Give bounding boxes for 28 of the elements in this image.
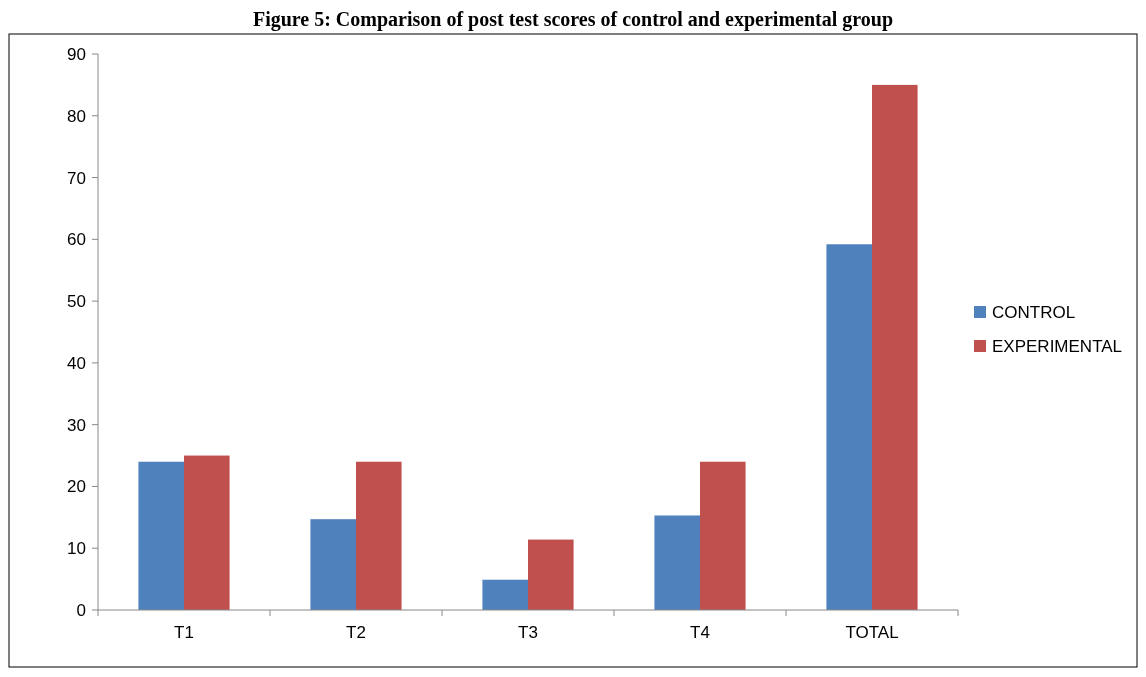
bar bbox=[528, 539, 574, 610]
y-tick-label: 10 bbox=[67, 539, 86, 559]
bar bbox=[654, 515, 700, 610]
legend-label: CONTROL bbox=[992, 302, 1076, 322]
bar bbox=[356, 461, 402, 610]
bar bbox=[138, 461, 184, 610]
bar bbox=[310, 519, 356, 610]
bar bbox=[184, 455, 230, 610]
legend-label: EXPERIMENTAL bbox=[992, 336, 1123, 356]
bar bbox=[826, 244, 872, 610]
x-tick-label: T4 bbox=[690, 623, 710, 642]
y-tick-label: 0 bbox=[76, 600, 86, 620]
y-tick-label: 60 bbox=[67, 230, 86, 250]
x-tick-label: T2 bbox=[346, 623, 366, 642]
y-tick-label: 90 bbox=[67, 44, 86, 64]
x-tick-label: TOTAL bbox=[845, 623, 899, 642]
y-tick-label: 50 bbox=[67, 292, 86, 312]
bar bbox=[482, 579, 528, 610]
y-tick-label: 20 bbox=[67, 477, 86, 497]
chart-title: Figure 5: Comparison of post test scores of control and experimental group bbox=[252, 8, 894, 31]
y-tick-label: 30 bbox=[67, 415, 86, 435]
y-tick-label: 80 bbox=[67, 106, 86, 126]
y-tick-label: 40 bbox=[67, 353, 86, 373]
x-tick-label: T1 bbox=[174, 623, 194, 642]
x-tick-label: T3 bbox=[518, 623, 538, 642]
bar bbox=[872, 84, 918, 610]
y-tick-label: 70 bbox=[67, 168, 86, 188]
bar bbox=[700, 461, 746, 610]
